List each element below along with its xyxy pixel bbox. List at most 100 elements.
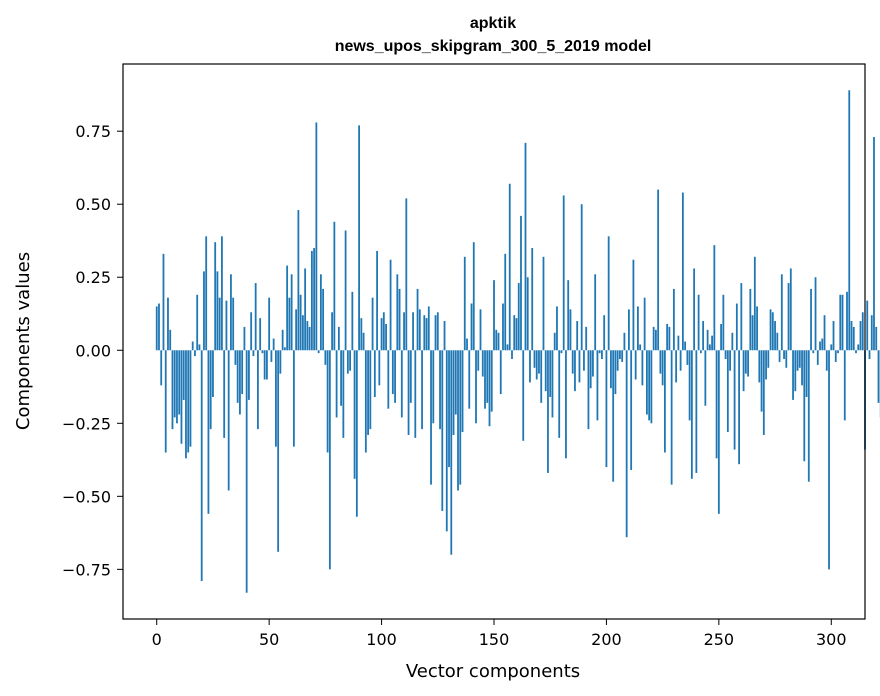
bar-144 (479, 309, 482, 351)
y-tick-label: 0.25 (75, 268, 111, 287)
bar-220 (650, 350, 653, 424)
bar-45 (257, 350, 259, 430)
bar-115 (414, 350, 417, 438)
bar-292 (812, 350, 815, 354)
bar-56 (281, 329, 284, 351)
bar-3 (162, 253, 165, 351)
bar-290 (807, 350, 810, 482)
chart-title-line-1: apktik (470, 15, 516, 32)
bar-171 (540, 350, 543, 403)
y-tick-label: 0.75 (75, 122, 111, 141)
bar-61 (292, 350, 295, 447)
bar-152 (497, 332, 500, 351)
bar-313 (859, 321, 862, 351)
bar-102 (385, 323, 387, 351)
bar-192 (587, 350, 590, 430)
bar-213 (634, 350, 637, 380)
chart-title-line-2: news_upos_skipgram_300_5_2019 model (335, 38, 652, 55)
bar-108 (398, 288, 401, 351)
bar-8 (173, 350, 176, 418)
bar-137 (463, 256, 466, 351)
bar-228 (668, 326, 671, 351)
bar-87 (351, 291, 354, 351)
bar-74 (322, 288, 325, 351)
bar-272 (767, 350, 770, 368)
bar-306 (843, 350, 846, 421)
bar-156 (506, 344, 509, 351)
bar-149 (490, 350, 493, 412)
bar-185 (571, 350, 574, 374)
bar-91 (360, 318, 363, 351)
bar-27 (216, 271, 219, 351)
bar-301 (832, 321, 835, 351)
bar-30 (223, 350, 226, 438)
bar-162 (520, 215, 522, 351)
bar-240 (695, 350, 698, 473)
bar-68 (308, 326, 311, 351)
bar-6 (169, 329, 172, 351)
bar-195 (594, 274, 597, 351)
bar-158 (511, 350, 513, 360)
bar-120 (425, 318, 428, 351)
y-tick-label: −0.25 (62, 414, 111, 433)
bar-146 (484, 350, 486, 409)
bar-167 (531, 248, 534, 351)
bar-274 (771, 312, 774, 351)
bar-99 (378, 350, 381, 386)
bar-183 (567, 280, 570, 351)
bar-59 (288, 297, 291, 351)
bar-245 (706, 329, 709, 351)
y-tick-label: −0.75 (62, 560, 111, 579)
bar-252 (722, 294, 725, 351)
bar-113 (409, 350, 412, 403)
bar-5 (167, 297, 169, 351)
bar-316 (866, 300, 869, 351)
bar-147 (486, 350, 489, 403)
bar-168 (533, 350, 536, 368)
bar-212 (632, 259, 635, 351)
bar-288 (803, 350, 806, 462)
bar-26 (214, 242, 217, 351)
bar-130 (448, 350, 450, 468)
bar-234 (681, 192, 684, 351)
x-axis-ticks: 0 50 100 150 200 250 300 (152, 619, 847, 649)
bar-319 (873, 137, 875, 351)
bar-285 (796, 350, 799, 371)
bar-200 (605, 350, 608, 468)
bar-287 (801, 350, 803, 386)
bar-291 (810, 288, 812, 351)
bar-237 (688, 350, 691, 421)
bar-187 (576, 321, 579, 351)
bar-12 (182, 350, 185, 400)
bar-209 (625, 350, 628, 538)
bar-179 (558, 350, 561, 438)
bar-230 (672, 288, 675, 351)
bar-96 (371, 297, 374, 351)
bar-69 (310, 250, 313, 351)
bar-242 (699, 350, 702, 354)
bar-77 (328, 350, 331, 570)
bar-154 (502, 303, 504, 351)
bar-103 (387, 350, 390, 409)
bar-50 (268, 297, 271, 351)
bar-244 (704, 350, 707, 406)
plot-frame (122, 63, 866, 620)
bar-204 (614, 350, 617, 395)
bar-157 (508, 183, 511, 351)
bar-51 (270, 350, 273, 362)
bar-267 (756, 306, 758, 351)
bar-312 (857, 344, 860, 351)
bar-202 (610, 350, 612, 389)
bar-263 (747, 350, 749, 377)
bar-256 (731, 332, 734, 351)
bar-257 (733, 350, 736, 450)
bar-94 (367, 350, 369, 435)
bar-11 (180, 350, 183, 444)
bar-90 (358, 125, 360, 351)
bar-79 (333, 221, 336, 351)
bar-65 (301, 315, 304, 351)
bar-308 (848, 90, 851, 351)
bar-series (155, 90, 880, 593)
bar-304 (839, 294, 842, 351)
bar-309 (850, 321, 853, 351)
